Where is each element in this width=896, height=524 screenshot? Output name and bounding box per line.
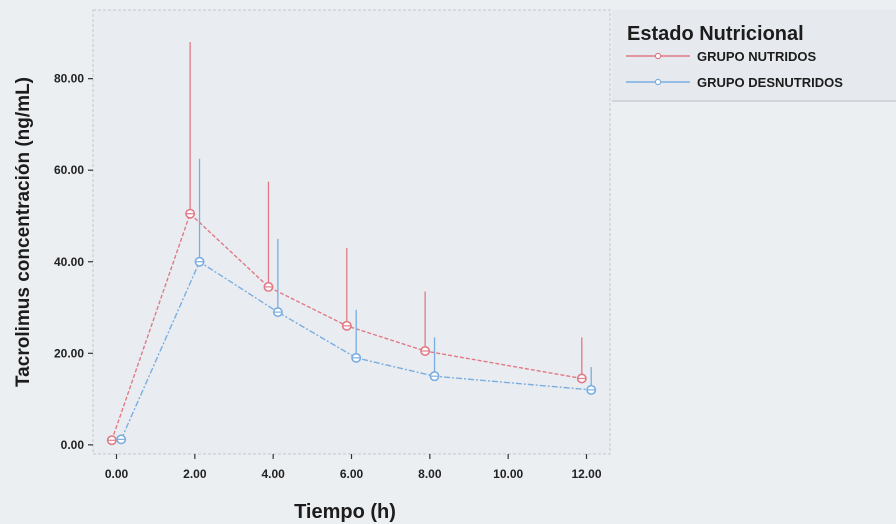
x-tick-label: 8.00	[418, 467, 442, 481]
y-tick-label: 0.00	[61, 438, 85, 452]
x-tick-label: 4.00	[261, 467, 285, 481]
series-1	[106, 42, 587, 446]
y-tick-label: 80.00	[54, 72, 84, 86]
x-tick-label: 12.00	[571, 467, 601, 481]
x-tick-label: 0.00	[105, 467, 129, 481]
y-tick-label: 60.00	[54, 163, 84, 177]
legend-marker	[654, 52, 662, 60]
x-axis-label: Tiempo (h)	[294, 501, 396, 523]
y-tick-label: 20.00	[54, 346, 84, 360]
plot-area	[92, 9, 611, 455]
legend-item: GRUPO NUTRIDOS	[626, 49, 817, 64]
legend-label: GRUPO NUTRIDOS	[697, 49, 817, 64]
x-tick-label: 2.00	[183, 467, 207, 481]
series-line	[120, 260, 592, 440]
x-tick-label: 10.00	[493, 467, 523, 481]
legend-title: Estado Nutricional	[627, 23, 804, 45]
series-2	[116, 158, 597, 445]
legend-marker	[654, 78, 662, 86]
y-axis-label: Tacrolimus concentración (ng/mL)	[13, 77, 34, 387]
legend-item: GRUPO DESNUTRIDOS	[626, 75, 843, 90]
series-line	[111, 212, 582, 441]
legend-label: GRUPO DESNUTRIDOS	[697, 75, 843, 90]
x-tick-label: 6.00	[340, 467, 364, 481]
y-tick-label: 40.00	[54, 255, 84, 269]
